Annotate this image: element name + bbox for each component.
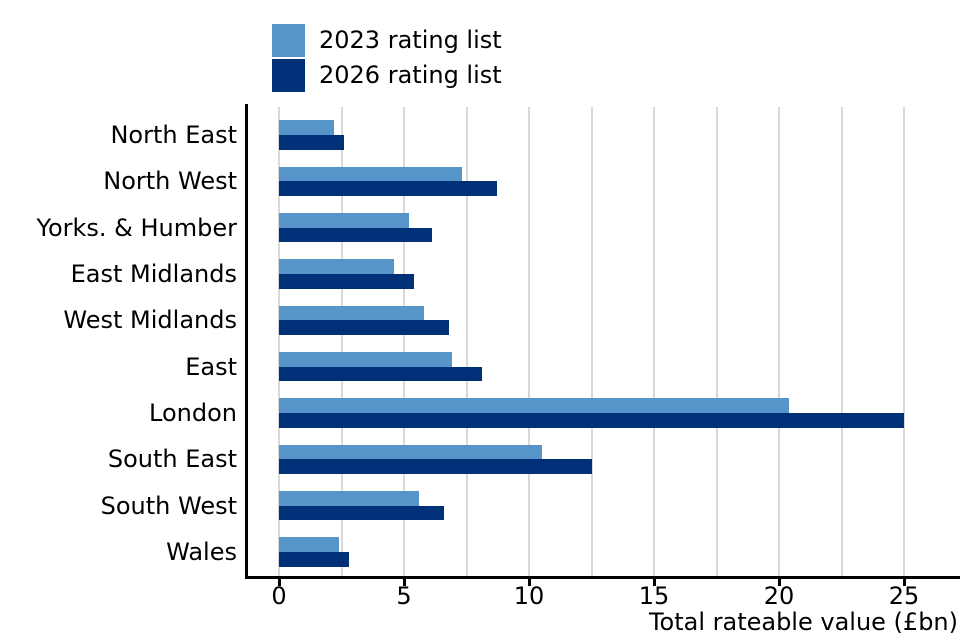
gridline [278, 107, 280, 576]
gridline [340, 107, 343, 576]
legend-item-2023: 2023 rating list [272, 23, 502, 58]
legend-label-2026: 2026 rating list [319, 61, 502, 89]
x-tick-mark [402, 579, 406, 586]
y-axis-label: East [185, 352, 237, 381]
y-axis-label: South East [107, 445, 237, 474]
bar-2023-east-midlands [279, 259, 394, 275]
bar-2026-wales [279, 551, 349, 567]
bar-2023-wales [279, 537, 339, 552]
bar-2023-west-midlands [279, 305, 424, 321]
gridline [778, 107, 780, 576]
bar-2026-east-midlands [279, 274, 414, 289]
x-tick-label: 10 [513, 582, 545, 610]
y-axis-label: Yorks. & Humber [36, 213, 237, 242]
x-tick-label: 15 [638, 582, 670, 610]
y-axis-label: West Midlands [63, 306, 237, 335]
bar-2026-south-east [279, 459, 592, 474]
bar-2026-north-west [279, 181, 497, 197]
legend-swatch-2023 [272, 24, 305, 57]
bar-2023-london [279, 398, 789, 413]
gridline [403, 107, 405, 576]
bar-2026-east [279, 366, 482, 382]
gridline [653, 107, 655, 576]
x-tick-mark [652, 579, 656, 586]
legend-swatch-2026 [272, 59, 305, 92]
bar-2023-north-west [279, 166, 462, 182]
x-tick-mark [902, 579, 906, 586]
y-axis-label: South West [100, 491, 237, 520]
gridline [840, 107, 843, 576]
y-axis-label: Wales [166, 537, 237, 566]
x-tick-mark [527, 579, 531, 586]
bar-2023-south-east [279, 444, 542, 460]
bar-2026-west-midlands [279, 320, 449, 336]
y-axis-label: London [149, 398, 237, 427]
bar-2023-east [279, 351, 452, 367]
y-axis-spine [245, 104, 248, 579]
x-axis-spine [245, 576, 960, 579]
gridline [715, 107, 718, 576]
x-tick-label: 0 [271, 582, 287, 610]
x-tick-mark [277, 579, 281, 586]
bar-2023-south-west [279, 490, 419, 506]
y-axis-label: North West [103, 167, 237, 196]
y-axis-label: East Midlands [70, 260, 237, 289]
legend: 2023 rating list 2026 rating list [272, 23, 502, 93]
bar-2023-north-east [279, 120, 334, 136]
legend-item-2026: 2026 rating list [272, 58, 502, 93]
bar-2026-london [279, 412, 904, 428]
bar-2026-north-east [279, 135, 344, 150]
x-tick-mark [777, 579, 781, 586]
bar-2023-yorks-humber [279, 213, 409, 228]
gridline [590, 107, 593, 576]
x-axis-title: Total rateable value (£bn) [648, 608, 958, 636]
x-tick-label: 20 [763, 582, 795, 610]
gridline [528, 107, 530, 576]
bar-2026-yorks-humber [279, 227, 432, 243]
gridline [903, 107, 905, 576]
legend-label-2023: 2023 rating list [319, 26, 502, 54]
bar-2026-south-west [279, 505, 444, 521]
x-tick-label: 25 [888, 582, 920, 610]
y-axis-label: North East [110, 121, 237, 150]
x-tick-label: 5 [396, 582, 412, 610]
gridline [465, 107, 468, 576]
